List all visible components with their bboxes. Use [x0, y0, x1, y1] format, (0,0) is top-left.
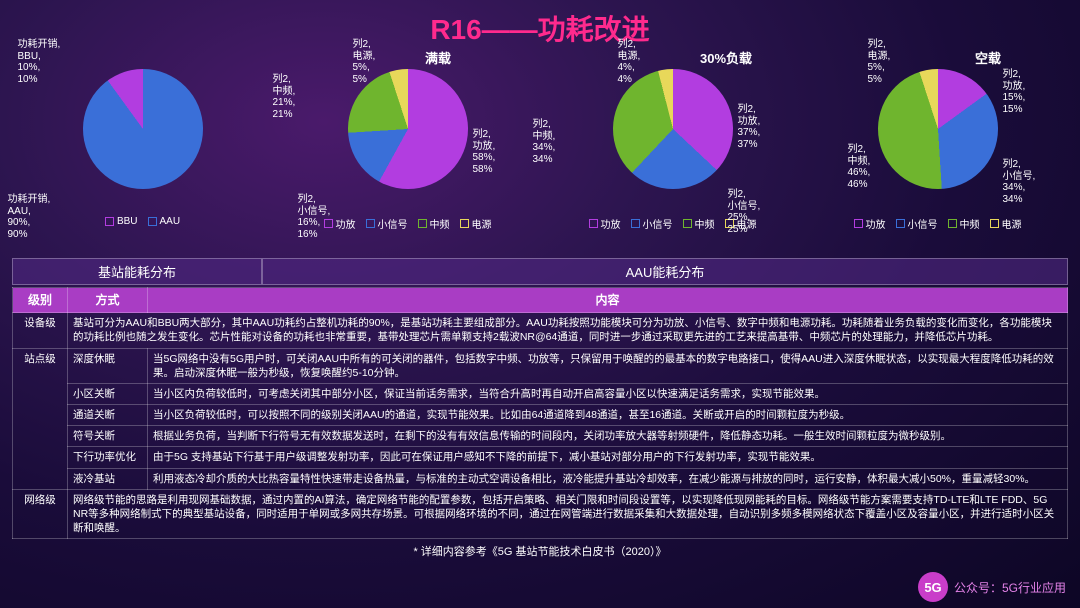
- tab-aau: AAU能耗分布: [262, 258, 1068, 285]
- tab-base-station: 基站能耗分布: [12, 258, 262, 285]
- pie-chart-1: 满载列2,功放,58%,58%列2,小信号,16%,16%列2,中频,21%,2…: [275, 44, 540, 254]
- brand-logo: 5G: [918, 572, 948, 602]
- spec-table: 级别方式内容 设备级基站可分为AAU和BBU两大部分，其中AAU功耗约占整机功耗…: [12, 287, 1068, 539]
- footnote: * 详细内容参考《5G 基站节能技术白皮书（2020）》: [0, 543, 1080, 559]
- page-title: R16——功耗改进: [0, 0, 1080, 48]
- brand: 5G 公众号：5G行业应用: [918, 572, 1066, 602]
- brand-text: 公众号：5G行业应用: [954, 579, 1066, 596]
- pie-chart-0: 功耗开销,AAU,90%,90%功耗开销,BBU,10%,10%BBUAAU: [10, 44, 275, 254]
- section-tabs: 基站能耗分布 AAU能耗分布: [12, 258, 1068, 285]
- pie-chart-2: 30%负载列2,功放,37%,37%列2,小信号,25%,25%列2,中频,34…: [540, 44, 805, 254]
- charts-row: 功耗开销,AAU,90%,90%功耗开销,BBU,10%,10%BBUAAU满载…: [0, 44, 1080, 254]
- pie-chart-3: 空载列2,功放,15%,15%列2,小信号,34%,34%列2,中频,46%,4…: [805, 44, 1070, 254]
